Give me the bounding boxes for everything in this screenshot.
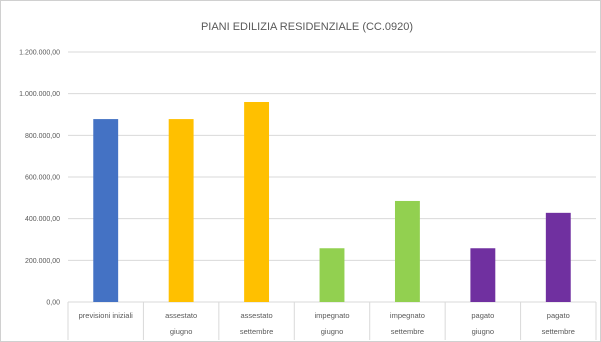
chart-title: PIANI EDILIZIA RESIDENZIALE (CC.0920) xyxy=(201,21,413,33)
x-tick-label: pagato settembre xyxy=(542,311,575,336)
bar-3 xyxy=(319,248,345,302)
bar-4 xyxy=(394,200,420,302)
y-tick-label: 200.000,00 xyxy=(25,258,60,265)
y-tick-label: 0,00 xyxy=(46,300,60,307)
bar-6 xyxy=(545,212,571,302)
x-tick-label: assestato giugno xyxy=(165,311,197,336)
bar-0 xyxy=(93,119,119,302)
y-tick-label: 1.000.000,00 xyxy=(19,91,60,98)
bars xyxy=(93,102,571,302)
x-tick-label: pagato giugno xyxy=(471,311,494,336)
bar-2 xyxy=(244,102,270,302)
y-tick-label: 1.200.000,00 xyxy=(19,50,60,57)
y-tick-label: 400.000,00 xyxy=(25,216,60,223)
x-tick-label: previsioni iniziali xyxy=(79,311,134,320)
y-tick-label: 800.000,00 xyxy=(25,133,60,140)
x-axis: previsioni iniziali assestato giugno assest… xyxy=(67,302,597,340)
bar-1 xyxy=(168,119,194,302)
x-tick-label: impegnato giugno xyxy=(314,311,349,336)
x-tick-label: impegnato settembre xyxy=(390,311,425,336)
bar-5 xyxy=(470,248,496,302)
y-axis-ticks: 0,00 200.000,00 400.000,00 600.000,00 800.00… xyxy=(19,50,60,307)
x-tick-label: assestato settembre xyxy=(240,311,273,336)
y-tick-label: 600.000,00 xyxy=(25,175,60,182)
gridlines xyxy=(68,51,596,303)
